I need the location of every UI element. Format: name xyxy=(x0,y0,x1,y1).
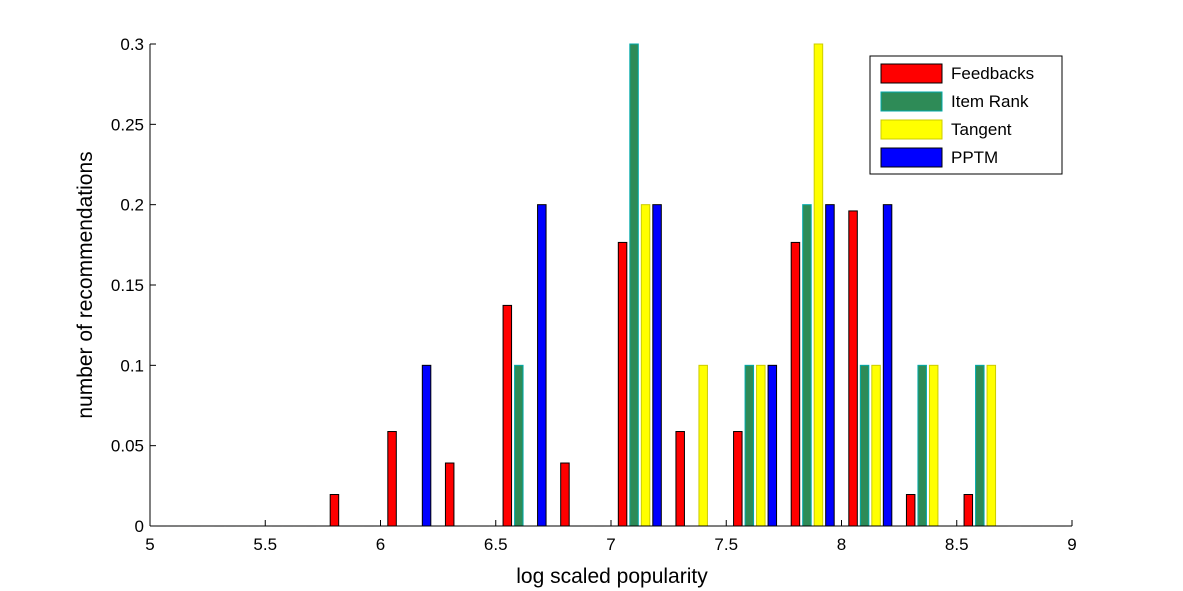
x-tick-label: 9 xyxy=(1067,535,1076,554)
y-tick-label: 0.2 xyxy=(120,196,144,215)
axes-layer: 5 5.5 6 6.5 7 7.5 8 8.5 9 0 0.05 0.1 0.15 0.2 0.25 0.3 xyxy=(111,35,1077,554)
bar-tangent-10 xyxy=(756,364,766,527)
bar-feedbacks-9 xyxy=(675,431,685,527)
y-tick-label: 0.15 xyxy=(111,276,144,295)
bar-feedbacks-10 xyxy=(733,431,743,527)
bar-pptm-6 xyxy=(537,204,547,527)
bar-pptm-10 xyxy=(767,364,778,527)
bar-pptm-8 xyxy=(652,204,662,527)
x-tick-label: 8 xyxy=(837,535,846,554)
y-axis-label: number of recommendations xyxy=(74,151,97,418)
bar-feedbacks-12 xyxy=(848,210,858,527)
y-tick-label: 0 xyxy=(135,517,144,536)
bar-feedbacks-7 xyxy=(560,462,570,527)
bar-tangent-12 xyxy=(871,364,881,527)
legend-label-feedbacks: Feedbacks xyxy=(951,64,1034,83)
y-tick-label: 0.05 xyxy=(111,437,144,456)
legend-label-item-rank: Item Rank xyxy=(951,92,1029,111)
bar-feedbacks-6 xyxy=(502,304,513,527)
x-tick-label: 6.5 xyxy=(484,535,508,554)
bar-item-rank-8 xyxy=(629,43,639,527)
x-tick-label: 6 xyxy=(376,535,385,554)
bar-feedbacks-13 xyxy=(905,494,916,527)
bar-tangent-9 xyxy=(698,364,708,527)
x-tick-label: 7.5 xyxy=(714,535,738,554)
bar-item-rank-6 xyxy=(514,364,524,527)
bar-tangent-13 xyxy=(928,364,939,527)
bar-feedbacks-4 xyxy=(387,431,397,527)
y-tick-label: 0.25 xyxy=(111,115,144,134)
x-tick-label: 8.5 xyxy=(945,535,969,554)
x-axis-label: log scaled popularity xyxy=(516,565,708,588)
bar-item-rank-12 xyxy=(859,364,870,527)
bar-item-rank-11 xyxy=(802,204,812,527)
bar-feedbacks-3 xyxy=(329,494,340,527)
y-tick-label: 0.1 xyxy=(120,356,144,375)
bar-feedbacks-11 xyxy=(790,241,801,527)
bar-tangent-14 xyxy=(986,364,997,527)
legend-swatch-item-rank xyxy=(880,91,943,112)
bar-feedbacks-8 xyxy=(617,241,628,527)
x-tick-label: 5 xyxy=(145,535,154,554)
legend-label-tangent: Tangent xyxy=(951,120,1012,139)
legend-label-pptm: PPTM xyxy=(951,148,998,167)
y-tick-label: 0.3 xyxy=(120,35,144,54)
bars-layer xyxy=(156,43,1066,527)
bar-pptm-4 xyxy=(421,364,432,527)
bar-item-rank-14 xyxy=(975,364,985,527)
bar-tangent-11 xyxy=(813,43,824,527)
bar-item-rank-10 xyxy=(744,364,755,527)
bar-pptm-11 xyxy=(825,204,835,527)
bar-tangent-8 xyxy=(640,204,651,527)
bar-feedbacks-5 xyxy=(444,462,455,527)
legend: Feedbacks Item Rank Tangent PPTM xyxy=(869,55,1063,175)
x-tick-label: 7 xyxy=(606,535,615,554)
x-tick-label: 5.5 xyxy=(253,535,277,554)
legend-swatch-feedbacks xyxy=(880,63,943,84)
bar-item-rank-13 xyxy=(917,364,927,527)
legend-swatch-tangent xyxy=(880,119,943,140)
bar-pptm-12 xyxy=(882,204,893,527)
legend-swatch-pptm xyxy=(880,147,943,168)
bar-feedbacks-14 xyxy=(963,494,974,527)
